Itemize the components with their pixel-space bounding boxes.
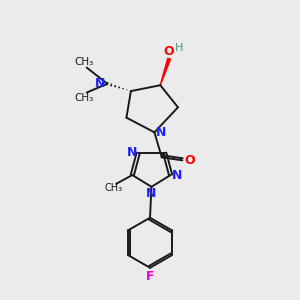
Polygon shape xyxy=(160,58,170,85)
Text: O: O xyxy=(163,45,174,58)
Text: F: F xyxy=(146,270,154,283)
Text: N: N xyxy=(95,77,105,90)
Text: H: H xyxy=(175,44,184,53)
Text: CH₃: CH₃ xyxy=(105,183,123,193)
Text: O: O xyxy=(184,154,195,167)
Text: CH₃: CH₃ xyxy=(75,57,94,67)
Text: N: N xyxy=(172,169,182,182)
Text: N: N xyxy=(156,126,166,139)
Text: CH₃: CH₃ xyxy=(75,94,94,103)
Text: N: N xyxy=(127,146,137,159)
Text: N: N xyxy=(146,187,157,200)
